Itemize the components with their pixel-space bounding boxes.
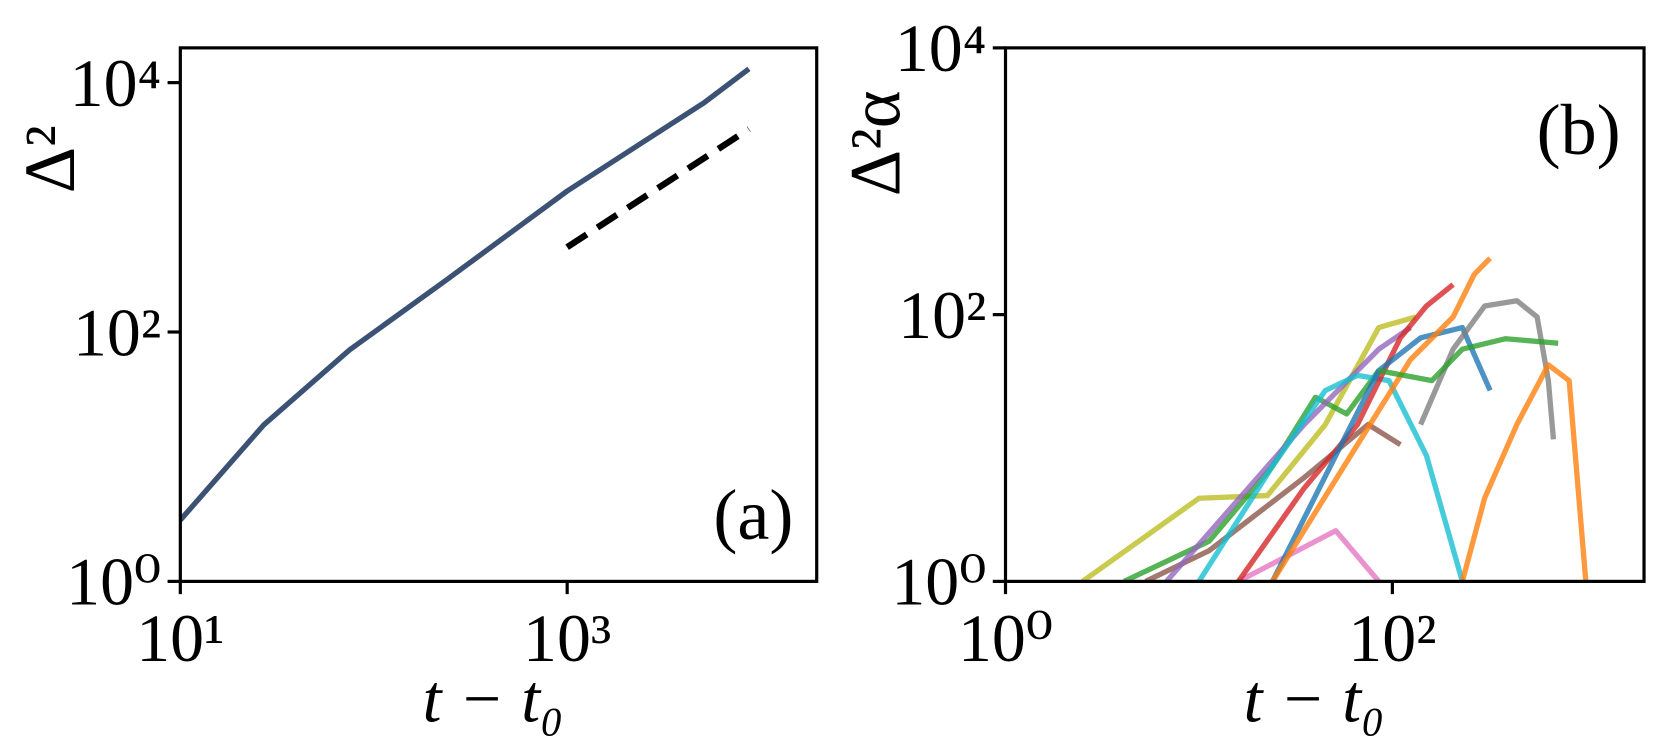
panel-label: (b) xyxy=(1537,90,1621,170)
x-axis-label: t − t₀ xyxy=(1244,661,1385,736)
y-axis-label: Δ²α xyxy=(835,90,915,196)
y-tick-label: 10⁰ xyxy=(891,545,986,620)
panel: 10¹ 10³ 10⁰ 10² 10⁴ t − t₀ Δ² (a) xyxy=(10,46,819,736)
series-line xyxy=(180,66,751,522)
x-tick-label: 10¹ xyxy=(136,601,224,676)
y-tick-label: 10⁰ xyxy=(66,545,161,620)
series-line xyxy=(1270,324,1493,582)
y-tick-label: 10⁴ xyxy=(70,46,162,121)
y-tick-label: 10² xyxy=(73,295,161,370)
series-line xyxy=(1418,298,1557,440)
series-line xyxy=(1378,336,1559,384)
series-line xyxy=(1237,528,1381,582)
series-line xyxy=(1080,314,1417,582)
series-line xyxy=(1196,372,1465,582)
x-axis-label: t − t₀ xyxy=(423,661,564,736)
y-axis-label: Δ² xyxy=(10,125,90,193)
x-tick-label: 10⁰ xyxy=(958,601,1053,676)
series-line xyxy=(565,126,751,250)
series-line xyxy=(1270,256,1493,582)
series-line xyxy=(1236,282,1455,582)
panel-label: (a) xyxy=(713,475,793,555)
axes-frame xyxy=(178,46,819,583)
y-tick-label: 10² xyxy=(898,278,986,353)
series-line xyxy=(1459,362,1589,582)
x-tick-label: 10² xyxy=(1348,601,1436,676)
y-tick-label: 10⁴ xyxy=(895,11,987,86)
series-line xyxy=(1164,325,1412,582)
x-tick-label: 10³ xyxy=(523,601,611,676)
panel: 10⁰ 10² 10⁰ 10² 10⁴ t − t₀ Δ²α (b) xyxy=(835,11,1646,736)
plot-area xyxy=(1080,256,1589,582)
plot-area xyxy=(180,66,751,522)
